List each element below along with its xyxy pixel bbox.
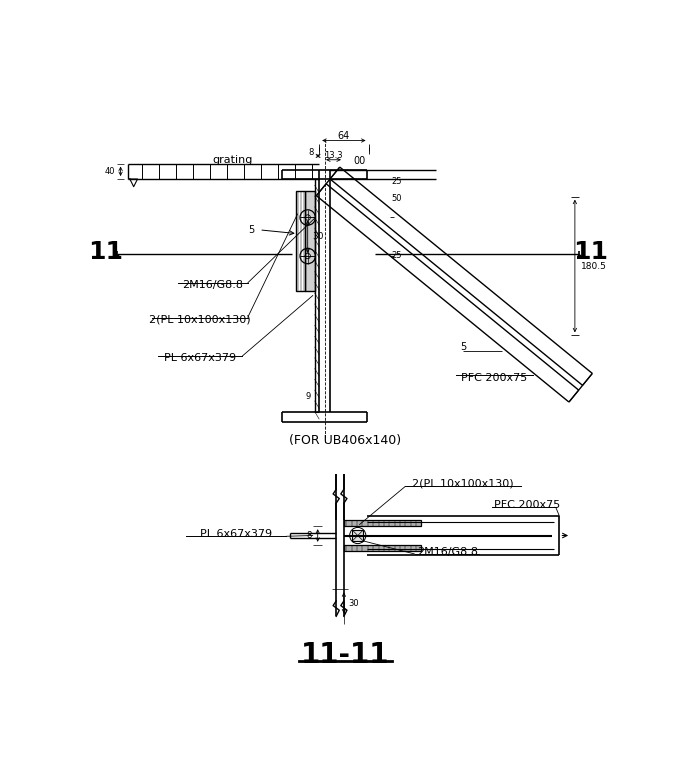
Bar: [344, 545, 421, 551]
Text: 5: 5: [460, 342, 466, 352]
Bar: [296, 191, 305, 291]
Text: 00: 00: [353, 155, 365, 165]
Text: 40: 40: [104, 167, 115, 175]
Text: (FOR UB406x140): (FOR UB406x140): [289, 434, 402, 448]
Text: PL 6x67x379: PL 6x67x379: [164, 353, 236, 363]
Text: 9: 9: [305, 393, 310, 401]
Text: 50: 50: [391, 194, 402, 203]
Text: 2M16/G8.8: 2M16/G8.8: [417, 547, 478, 557]
Bar: [344, 520, 421, 526]
Text: 2(PL 10x100x130): 2(PL 10x100x130): [149, 315, 251, 325]
Text: 30: 30: [312, 232, 324, 241]
Text: 2M16/G8.8: 2M16/G8.8: [183, 281, 243, 290]
Text: 5: 5: [248, 225, 255, 235]
Text: 11-11: 11-11: [301, 641, 390, 669]
Text: 8: 8: [309, 148, 314, 157]
Text: 8: 8: [307, 531, 312, 540]
Bar: [305, 191, 315, 291]
Text: 30: 30: [348, 599, 359, 608]
Text: 180.5: 180.5: [581, 261, 607, 271]
Text: 11: 11: [573, 240, 608, 264]
Text: 13.3: 13.3: [324, 152, 343, 161]
Text: 64: 64: [338, 131, 350, 141]
Text: 25: 25: [391, 251, 402, 261]
Text: PFC 200x75: PFC 200x75: [494, 499, 560, 509]
Bar: [353, 530, 363, 541]
Text: grating: grating: [212, 155, 253, 165]
Text: 11: 11: [88, 240, 123, 264]
Text: PL 6x67x379: PL 6x67x379: [200, 529, 272, 539]
Text: 2(PL 10x100x130): 2(PL 10x100x130): [412, 479, 514, 489]
Text: 25: 25: [391, 177, 402, 186]
Text: PFC 200x75: PFC 200x75: [461, 373, 527, 383]
